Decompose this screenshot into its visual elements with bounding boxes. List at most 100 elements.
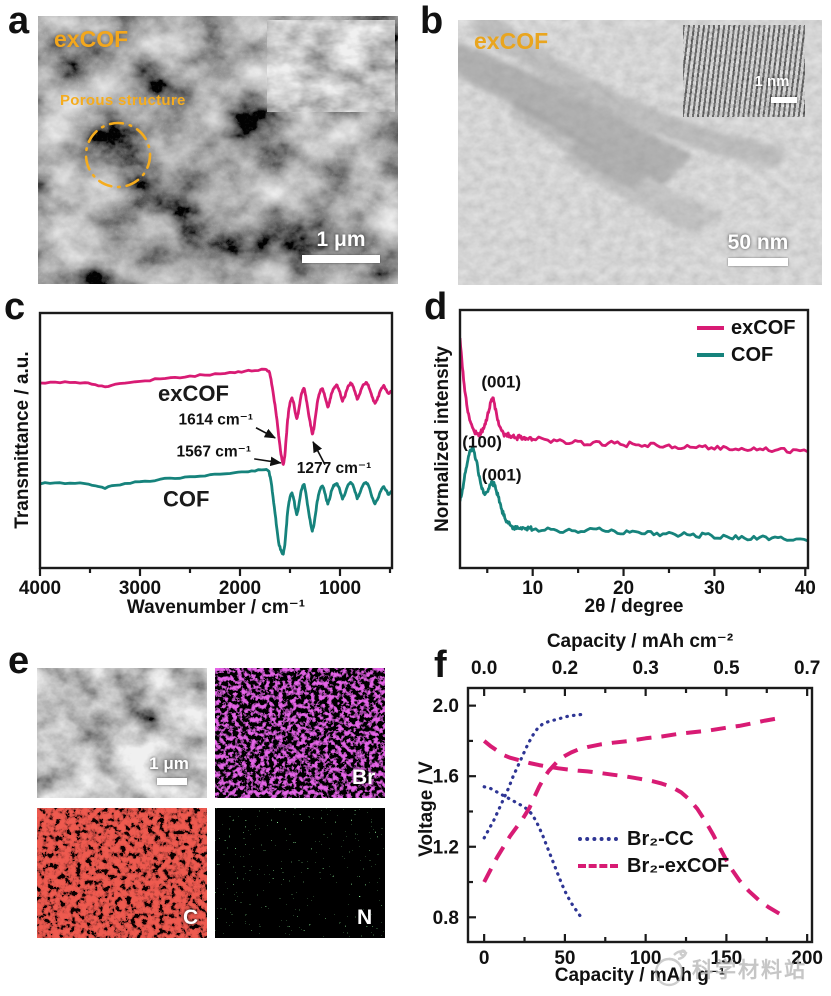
series-exCOF: [460, 338, 808, 455]
curve-label: exCOF: [158, 381, 229, 406]
tem-sheet-wisps: [458, 20, 788, 235]
panel-label-a: a: [8, 0, 30, 42]
plot-frame: [458, 308, 810, 570]
xrd-legend: exCOF COF: [697, 314, 795, 368]
curve-label: COF: [163, 486, 209, 511]
axis-tick-label: 30: [704, 578, 725, 599]
eds-c-texture: [37, 808, 207, 938]
axis-tick-label: 0.5: [713, 658, 740, 679]
series-Br₂-exCOF: [482, 739, 781, 916]
panel-b-inset-scalebar: [771, 97, 797, 103]
axis-tick-label: 2.0: [433, 696, 459, 717]
lattice-noise-overlay: [683, 25, 805, 117]
series-Br₂-CC: [482, 712, 583, 840]
panel-a-sem-image: exCOF Porous structure 1 μm: [38, 16, 398, 284]
legend-label: Br₂-CC: [627, 827, 694, 850]
axis-tick-label: 20: [613, 578, 634, 599]
legend-label: Br₂-exCOF: [627, 854, 730, 877]
sem-inset-texture: [267, 20, 395, 112]
ftir-chart: 4000 3000 2000 1000 exCOF COF 1614 cm⁻¹ 1567 cm…: [19, 311, 394, 599]
panel-e-scalebar: [157, 778, 187, 785]
axis-tick-label: 0.0: [471, 658, 497, 679]
legend-entry-Br₂-exCOF: Br₂-exCOF: [578, 852, 729, 879]
panel-e-c-map: C: [37, 808, 207, 938]
panel-b-scalebar: [728, 258, 788, 266]
series-Br₂-CC: [482, 785, 583, 919]
panel-b-scalebar-text: 50 nm: [727, 231, 789, 254]
panel-label-d: d: [424, 286, 448, 328]
annotation-arrow: [255, 427, 276, 439]
legend-entry-exCOF: exCOF: [697, 314, 795, 341]
legend-swatch: [578, 836, 618, 841]
panel-label-c: c: [4, 286, 26, 328]
eds-sem-texture: [37, 668, 207, 798]
axis-tick-label: 4000: [19, 578, 61, 599]
panel-a-sample-tag: exCOF: [54, 26, 129, 52]
annotation-arrow: [312, 441, 326, 466]
eds-br-texture: [215, 668, 385, 798]
peak-label: (001): [482, 465, 522, 484]
panel-b-inset-scalebar-text: 1 nm: [754, 73, 790, 90]
axis-tick-label: 0.7: [794, 658, 820, 679]
axis-tick-label: 150: [711, 948, 743, 969]
axis-tick-label: 0: [479, 948, 490, 969]
battery-top-axis-label: Capacity / mAh cm⁻²: [546, 631, 734, 652]
tem-texture-b: [458, 20, 822, 285]
plot-frame: [466, 686, 814, 944]
axis-tick-label: 1000: [319, 578, 361, 599]
axis-tick-label: 0.3: [632, 658, 658, 679]
annotation-text: 1567 cm⁻¹: [176, 443, 251, 460]
panel-b-inset-image: 1 nm: [683, 25, 805, 117]
panel-b-tem-image: 1 nm exCOF 50 nm: [458, 20, 822, 285]
panel-a-inset-image: [267, 20, 395, 112]
series-exCOF: [40, 367, 392, 466]
eds-n-texture: [215, 808, 385, 938]
legend-swatch: [578, 863, 618, 868]
axis-tick-label: 100: [630, 948, 662, 969]
legend-swatch: [697, 352, 724, 357]
panel-e-n-map: N: [215, 808, 385, 938]
panel-b-sample-tag: exCOF: [474, 28, 549, 54]
panel-label-f: f: [434, 644, 447, 686]
battery-legend: Br₂-CC Br₂-exCOF: [578, 825, 729, 879]
annotation-arrow: [254, 456, 282, 467]
peak-label: (100): [462, 432, 502, 451]
panel-e-br-map: Br: [215, 668, 385, 798]
axis-tick-label: 50: [554, 948, 575, 969]
panel-label-b: b: [420, 0, 444, 42]
panel-label-e: e: [8, 640, 30, 682]
panel-a-scalebar-text: 1 μm: [316, 228, 366, 251]
axis-tick-label: 40: [795, 578, 816, 599]
series-COF: [460, 447, 808, 543]
battery-bottom-axis-label: Capacity / mAh g⁻¹: [554, 965, 726, 986]
panel-e-sem-image: 1 μm: [37, 668, 207, 798]
axis-tick-label: 1.6: [433, 767, 459, 788]
legend-label: COF: [731, 343, 774, 366]
legend-entry-COF: COF: [697, 341, 795, 368]
axis-tick-label: 0.8: [433, 908, 459, 929]
panel-a-porous-annotation: Porous structure: [60, 92, 186, 109]
axis-tick-label: 200: [791, 948, 823, 969]
annotation-text: 1277 cm⁻¹: [297, 460, 372, 477]
axis-tick-label: 3000: [119, 578, 161, 599]
c-map-label: C: [183, 906, 199, 929]
battery-chart: 0 50 100 150 200 0.0 0.2 0.3 0.5 0.7 0.8 1.2 1.6 2.0: [433, 658, 823, 969]
axis-tick-label: 1.2: [433, 837, 459, 858]
br-map-label: Br: [352, 766, 376, 789]
xrd-chart: 10 20 30 40 (001) (100) (001): [458, 308, 816, 599]
axis-tick-label: 2000: [219, 578, 261, 599]
legend-entry-Br₂-CC: Br₂-CC: [578, 825, 729, 852]
peak-label: (001): [481, 372, 521, 391]
porous-circle-annotation: [84, 121, 152, 189]
axis-tick-label: 10: [522, 578, 543, 599]
xrd-x-axis-label: 2θ / degree: [584, 596, 684, 617]
n-map-label: N: [357, 906, 373, 929]
panel-a-scalebar: [302, 255, 380, 263]
series-COF: [40, 468, 392, 556]
plot-frame: [38, 311, 394, 570]
legend-label: exCOF: [731, 316, 796, 339]
series-Br₂-exCOF: [482, 716, 781, 883]
panel-e-scalebar-text: 1 μm: [149, 754, 189, 773]
axis-tick-label: 0.2: [552, 658, 578, 679]
